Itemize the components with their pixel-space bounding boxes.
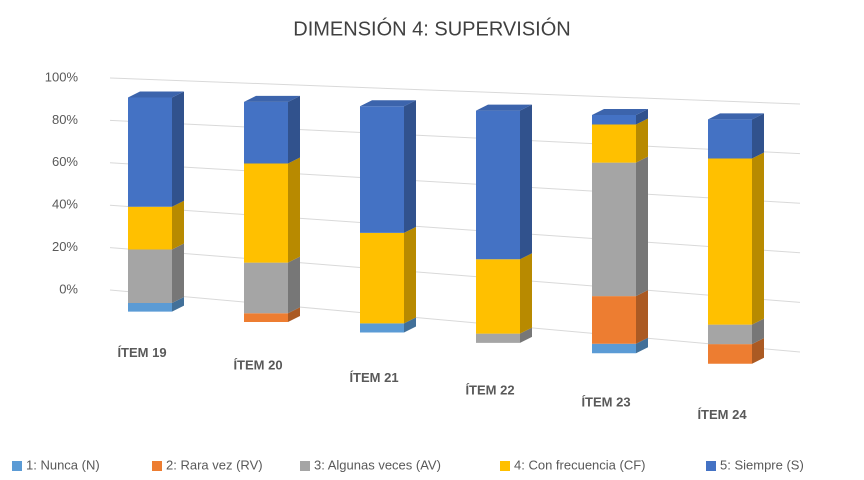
bar-segment bbox=[592, 114, 636, 125]
grid-line bbox=[109, 119, 801, 155]
bar-top bbox=[476, 104, 532, 111]
bar-side bbox=[752, 318, 764, 345]
bar-side bbox=[636, 156, 648, 297]
bar-side bbox=[752, 113, 764, 159]
bar-segment bbox=[244, 313, 288, 323]
bar-segment bbox=[128, 303, 172, 312]
x-tick-label: ÍTEM 22 bbox=[465, 382, 514, 397]
grid-line bbox=[109, 247, 801, 303]
bar-side bbox=[288, 157, 300, 263]
y-tick-label: 20% bbox=[52, 239, 78, 254]
bar-segment bbox=[592, 343, 636, 354]
bar-top bbox=[708, 113, 764, 120]
bar-side bbox=[636, 290, 648, 344]
bar-side bbox=[288, 256, 300, 314]
bar-segment bbox=[128, 97, 172, 207]
bar-segment bbox=[360, 106, 404, 233]
chart-title: DIMENSIÓN 4: SUPERVISIÓN bbox=[293, 17, 570, 40]
bar-side bbox=[520, 104, 532, 260]
bar-segment bbox=[708, 344, 752, 364]
bar-side bbox=[288, 95, 300, 164]
bar-segment bbox=[476, 259, 520, 334]
bar-segment bbox=[360, 323, 404, 333]
bar-side bbox=[404, 317, 416, 333]
y-tick-label: 0% bbox=[59, 281, 78, 296]
bar-side bbox=[288, 307, 300, 323]
x-tick-label: ÍTEM 20 bbox=[233, 357, 282, 372]
legend-label: 5: Siempre (S) bbox=[720, 457, 804, 472]
bar-segment bbox=[128, 249, 172, 304]
bar-segment bbox=[128, 206, 172, 250]
bar-side bbox=[172, 200, 184, 250]
bar-side bbox=[520, 327, 532, 343]
bar-side bbox=[404, 226, 416, 324]
legend-label: 2: Rara vez (RV) bbox=[166, 457, 263, 472]
grid-line bbox=[109, 77, 801, 105]
bar-side bbox=[172, 91, 184, 207]
x-tick-label: ÍTEM 21 bbox=[349, 370, 398, 385]
bar-side bbox=[520, 253, 532, 334]
legend-swatch bbox=[12, 461, 22, 471]
bar-top bbox=[360, 100, 416, 107]
legend-swatch bbox=[706, 461, 716, 471]
y-tick-label: 40% bbox=[52, 197, 78, 212]
bar-segment bbox=[360, 232, 404, 324]
bar-segment bbox=[244, 163, 288, 263]
bar-side bbox=[172, 297, 184, 312]
bar-segment bbox=[708, 324, 752, 345]
bar-side bbox=[636, 108, 648, 125]
bar-segment bbox=[708, 119, 752, 159]
bar-segment bbox=[476, 110, 520, 260]
legend-swatch bbox=[300, 461, 310, 471]
bar-segment bbox=[592, 162, 636, 297]
y-tick-label: 100% bbox=[45, 69, 79, 84]
bar-segment bbox=[244, 262, 288, 314]
bar-segment bbox=[708, 158, 752, 325]
bar-side bbox=[636, 118, 648, 163]
bar-side bbox=[172, 243, 184, 304]
x-tick-label: ÍTEM 24 bbox=[697, 407, 747, 422]
grid-line bbox=[109, 162, 801, 204]
bar-side bbox=[404, 100, 416, 233]
bar-top bbox=[592, 108, 648, 115]
legend-swatch bbox=[152, 461, 162, 471]
bar-top bbox=[244, 95, 300, 102]
bar-segment bbox=[592, 296, 636, 344]
bar-side bbox=[752, 338, 764, 364]
legend-label: 1: Nunca (N) bbox=[26, 457, 100, 472]
bar-side bbox=[636, 337, 648, 354]
bar-top bbox=[128, 91, 184, 98]
legend-label: 3: Algunas veces (AV) bbox=[314, 457, 441, 472]
bar-segment bbox=[592, 124, 636, 163]
grid-line bbox=[109, 204, 801, 254]
x-tick-label: ÍTEM 23 bbox=[581, 395, 630, 410]
bar-side bbox=[752, 152, 764, 325]
legend-swatch bbox=[500, 461, 510, 471]
bar-segment bbox=[476, 333, 520, 343]
y-tick-label: 60% bbox=[52, 154, 78, 169]
x-tick-label: ÍTEM 19 bbox=[117, 345, 166, 360]
y-tick-label: 80% bbox=[52, 112, 78, 127]
legend-label: 4: Con frecuencia (CF) bbox=[514, 457, 646, 472]
grid-line bbox=[109, 289, 801, 353]
bar-segment bbox=[244, 101, 288, 164]
